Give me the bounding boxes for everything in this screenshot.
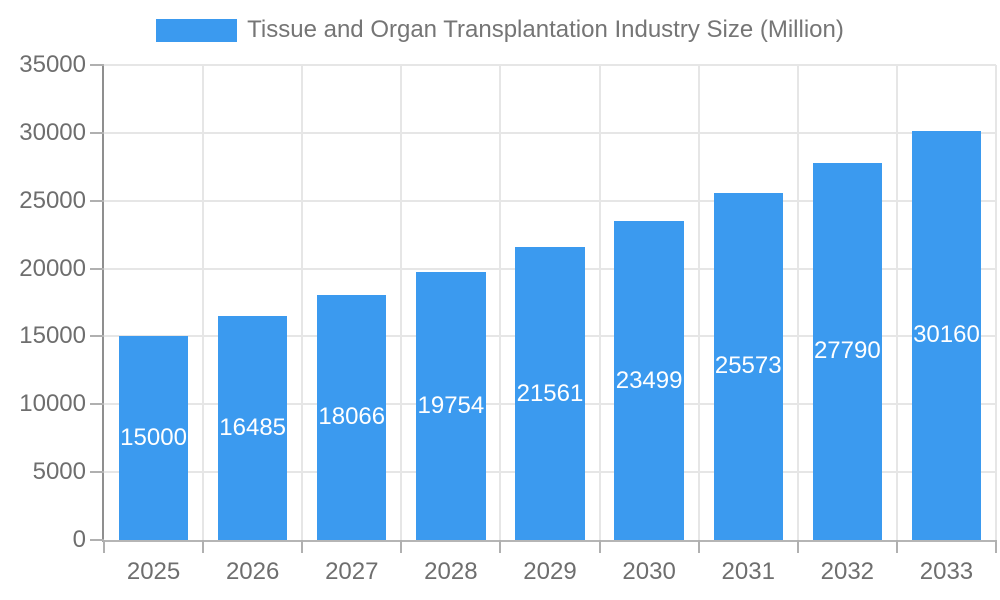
bar[interactable]: 15000	[118, 336, 189, 540]
v-gridline	[499, 65, 502, 540]
x-axis-label: 2025	[126, 558, 181, 585]
v-gridline	[301, 65, 304, 540]
y-tick-label: 25000	[19, 186, 86, 214]
x-axis-label: 2030	[622, 558, 676, 585]
bar-value-label: 19754	[417, 391, 485, 419]
bar[interactable]: 25573	[713, 192, 783, 540]
y-tick-label: 5000	[32, 458, 86, 486]
x-axis-label: 2028	[424, 558, 478, 585]
bar[interactable]: 19754	[416, 271, 486, 540]
v-gridline	[202, 65, 205, 540]
bar-value-label: 30160	[913, 321, 980, 349]
bar-value-label: 25573	[714, 352, 782, 380]
bar-value-label: 21561	[516, 379, 584, 407]
x-axis-label: 2033	[919, 558, 974, 585]
x-axis-tick	[499, 540, 502, 553]
y-tick-label: 15000	[19, 322, 86, 350]
x-axis-label: 2032	[820, 558, 875, 585]
v-gridline	[598, 65, 601, 540]
y-tick-label: 20000	[19, 254, 86, 282]
y-axis-tick	[90, 471, 104, 474]
bar-value-label: 18066	[318, 403, 386, 431]
y-tick-label: 30000	[19, 118, 86, 146]
bar-value-label: 23499	[615, 366, 683, 394]
x-axis-tick	[202, 540, 205, 553]
bar[interactable]: 27790	[812, 162, 883, 540]
y-axis-tick	[90, 335, 104, 338]
plot-area: 0 5000 10000 15000 20000 25000 30000 35000 15000…	[19, 53, 997, 584]
y-axis-tick	[90, 64, 104, 66]
y-tick-label: 35000	[19, 51, 86, 78]
x-axis-label: 2026	[225, 558, 280, 585]
y-axis-tick	[90, 539, 104, 541]
legend-swatch	[156, 18, 238, 42]
v-gridline	[796, 65, 799, 540]
bar-value-label: 27790	[813, 337, 881, 365]
y-axis-tick	[90, 199, 104, 202]
x-axis-tick	[400, 540, 403, 553]
bar[interactable]: 21561	[515, 247, 585, 540]
x-axis-tick	[301, 540, 304, 553]
h-gridline	[104, 199, 996, 202]
x-axis-tick	[103, 540, 105, 553]
bar-value-label: 16485	[219, 414, 287, 442]
bar[interactable]: 18066	[317, 294, 387, 540]
x-axis-tick	[796, 540, 799, 553]
legend-label: Tissue and Organ Transplantation Industr…	[247, 16, 844, 43]
bar-value-label: 15000	[120, 424, 187, 452]
v-gridline	[995, 65, 997, 540]
x-axis-tick	[598, 540, 601, 553]
y-tick-label: 10000	[19, 390, 86, 418]
bar[interactable]: 16485	[217, 316, 288, 540]
y-axis-tick	[90, 267, 104, 270]
y-tick-label: 0	[72, 526, 86, 553]
x-axis-tick	[697, 540, 700, 553]
legend[interactable]: Tissue and Organ Transplantation Industr…	[0, 16, 1000, 44]
bar[interactable]: 30160	[911, 130, 982, 540]
x-axis-tick	[995, 540, 997, 553]
bar[interactable]: 23499	[614, 221, 684, 540]
v-gridline	[895, 65, 898, 540]
x-axis-tick	[895, 540, 898, 553]
v-gridline	[697, 65, 700, 540]
x-axis-label: 2031	[721, 558, 775, 585]
h-gridline	[104, 64, 996, 66]
y-axis-tick	[90, 403, 104, 406]
x-axis-label: 2027	[325, 558, 379, 585]
y-axis-tick	[90, 131, 104, 134]
h-gridline	[104, 131, 996, 134]
v-gridline	[400, 65, 403, 540]
x-axis-label: 2029	[523, 558, 577, 585]
